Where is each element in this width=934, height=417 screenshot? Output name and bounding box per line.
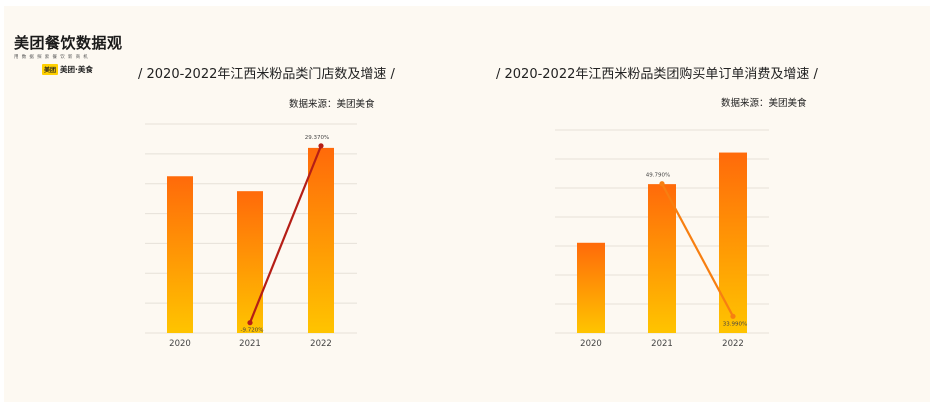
logo-badge: 美团 美团·美食 [42, 64, 134, 75]
left-tick-label: 2021 [239, 339, 261, 349]
right-bar-2020 [577, 242, 605, 333]
right-bar-2022 [719, 152, 747, 333]
right-growth-point [659, 181, 665, 187]
left-data-label: -9.720% [241, 328, 264, 334]
brand-logo: 美团餐饮数据观 用数据探索餐饮新商机 美团 美团·美食 [14, 32, 134, 75]
left-data-label: 29.370% [305, 135, 329, 141]
left-chart-source: 数据来源：美团美食 [289, 99, 375, 110]
left-bar-2020 [167, 176, 193, 333]
left-chart-title: / 2020-2022年江西米粉品类门店数及增速 / [138, 67, 395, 82]
left-tick-label: 2022 [310, 339, 332, 349]
left-tick-label: 2020 [169, 339, 191, 349]
right-tick-label: 2022 [722, 339, 744, 349]
right-chart-source: 数据来源：美团美食 [721, 98, 807, 109]
logo-subtitle: 用数据探索餐饮新商机 [14, 55, 91, 60]
right-bar-2021 [648, 184, 676, 333]
right-tick-label: 2020 [580, 339, 602, 349]
right-growth-point [730, 313, 736, 319]
left-bar-2021 [237, 191, 263, 333]
right-growth-line [661, 183, 734, 317]
right-data-label: 49.790% [646, 173, 670, 179]
logo-title: 美团餐饮数据观 [14, 34, 123, 52]
right-tick-label: 2021 [651, 339, 673, 349]
left-growth-line [248, 145, 323, 324]
logo-badge-text: 美团·美食 [60, 65, 93, 74]
content-panel [4, 6, 930, 402]
left-bar-2022 [308, 147, 334, 333]
right-data-label: 33.990% [723, 321, 747, 327]
meituan-logo-icon: 美团 [42, 64, 59, 75]
left-growth-point [318, 143, 324, 149]
left-growth-point [247, 320, 253, 326]
right-chart-title: / 2020-2022年江西米粉品类团购买单订单消费及增速 / [496, 67, 818, 82]
